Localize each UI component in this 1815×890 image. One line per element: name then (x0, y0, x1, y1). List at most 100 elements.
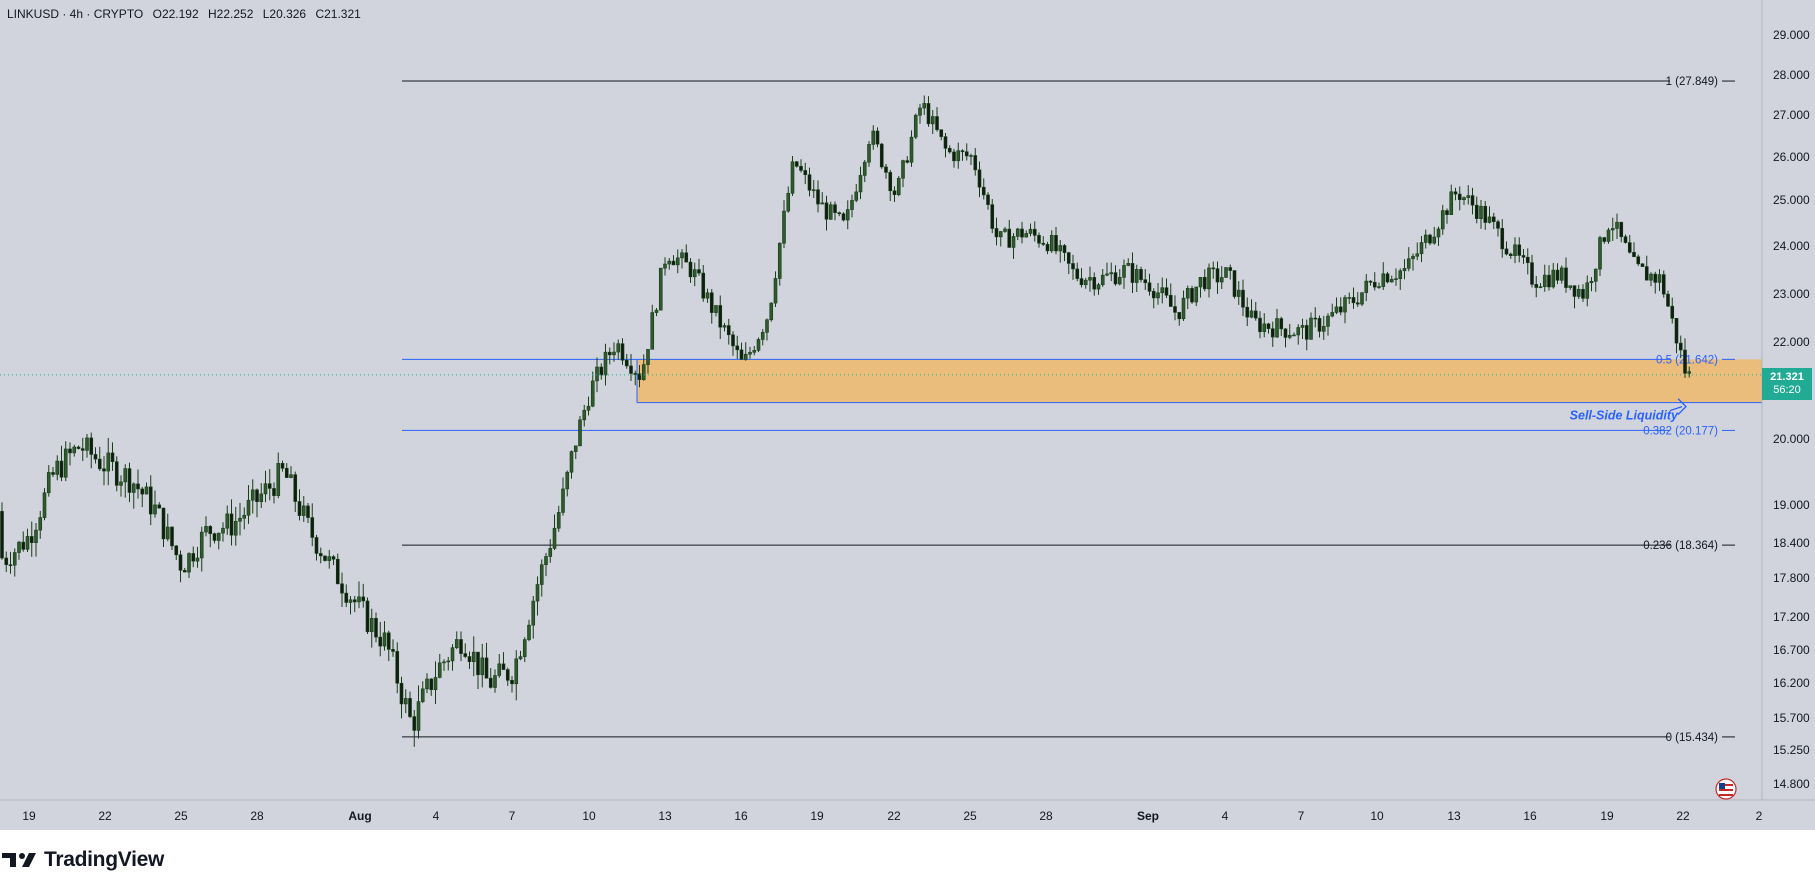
candle-body (731, 334, 735, 347)
symbol-title[interactable]: LINKUSD · 4h · CRYPTO (7, 7, 144, 21)
candle-body (1657, 274, 1662, 283)
candle-body (0, 511, 4, 559)
candle-body (620, 343, 625, 361)
candle-body (446, 660, 451, 663)
candle-body (114, 461, 119, 486)
x-tick-label: 22 (887, 809, 901, 823)
candle-body (1003, 228, 1007, 232)
candle-body (1236, 289, 1241, 297)
candle-body (144, 486, 149, 495)
candle-body (429, 678, 434, 691)
candle-body (76, 446, 81, 449)
candle-body (267, 483, 272, 489)
candle-body (170, 526, 174, 547)
candle-body (1581, 288, 1585, 299)
candle-body (1096, 284, 1101, 290)
candle-body (1364, 280, 1369, 293)
x-tick-label: 4 (433, 809, 440, 823)
candle-body (760, 331, 765, 340)
y-tick-label: 20.000 (1773, 432, 1810, 446)
candle-body (926, 103, 931, 125)
price-chart[interactable]: 1 (27.849) 0.5 (21.642) 0.382 (20.177) 0.23… (0, 0, 1815, 830)
candle-body (46, 472, 51, 494)
candle-body (344, 592, 349, 603)
candle-body (1487, 216, 1492, 223)
candle-body (782, 210, 786, 244)
candle-body (956, 150, 961, 162)
candle-body (1661, 274, 1666, 295)
candle-body (654, 309, 659, 313)
fib-level-label: 0 (15.434) (1666, 732, 1719, 744)
candle-body (327, 556, 332, 561)
current-price-label: 21.321 (1770, 371, 1804, 383)
candle-body (637, 373, 642, 380)
candle-body (862, 161, 867, 176)
candle-body (467, 656, 472, 663)
candle-body (1411, 255, 1415, 260)
candle-body (1045, 244, 1050, 252)
candle-body (293, 474, 298, 502)
y-tick-label: 15.700 (1773, 711, 1810, 725)
candle-body (799, 165, 803, 171)
y-tick-label: 23.000 (1773, 287, 1810, 301)
candle-body (1334, 306, 1339, 313)
fib-level-label: 0.236 (18.364) (1643, 540, 1718, 552)
candle-body (463, 653, 468, 657)
candle-body (93, 454, 98, 460)
candle-body (807, 174, 812, 191)
candle-body (595, 366, 599, 382)
candle-body (1283, 328, 1288, 338)
tradingview-logo[interactable]: TradingView (2, 848, 164, 871)
candle-body (225, 513, 230, 529)
candle-body (1640, 263, 1645, 267)
candle-body (603, 351, 608, 376)
candle-body (1134, 269, 1139, 283)
candle-body (1037, 235, 1041, 244)
candle-body (1504, 248, 1509, 255)
y-tick-label: 17.800 (1773, 571, 1810, 585)
candle-body (391, 649, 395, 652)
candle-body (629, 365, 633, 374)
candle-body (148, 486, 153, 515)
candle-body (1479, 205, 1483, 219)
candle-body (140, 488, 145, 495)
candle-body (378, 636, 383, 647)
candle-body (514, 658, 519, 685)
candle-body (493, 675, 497, 688)
sell-side-arrow-icon (1669, 398, 1687, 416)
x-tick-label: 16 (734, 809, 748, 823)
candle-body (340, 583, 344, 594)
ohlc-low: L20.326 (262, 7, 307, 21)
candle-body (242, 514, 247, 519)
candle-body (365, 600, 370, 633)
candle-body (739, 349, 744, 360)
candle-body (1415, 253, 1420, 257)
x-tick-label: 7 (509, 809, 516, 823)
candle-body (17, 541, 21, 553)
candle-body (1360, 292, 1364, 305)
chart-area[interactable]: 1 (27.849) 0.5 (21.642) 0.382 (20.177) 0.23… (0, 0, 1815, 830)
candle-body (748, 351, 752, 355)
candle-body (1215, 268, 1220, 283)
candle-body (382, 632, 387, 647)
candle-body (1168, 294, 1173, 307)
candle-body (1394, 278, 1398, 280)
candle-body (841, 213, 846, 221)
candle-body (259, 493, 264, 503)
candle-body (476, 651, 480, 676)
candle-body (1164, 287, 1169, 296)
candle-body (990, 204, 995, 229)
candle-body (777, 242, 782, 279)
candle-body (998, 231, 1003, 238)
x-tick-label: 19 (22, 809, 36, 823)
candle-body (816, 189, 820, 205)
candle-body (522, 639, 527, 657)
x-tick-label: 10 (582, 809, 596, 823)
candle-body (80, 448, 85, 451)
candle-body (21, 541, 26, 550)
candle-body (323, 555, 327, 561)
candle-body (1347, 297, 1352, 299)
candle-body (1530, 262, 1534, 285)
candle-body (1678, 342, 1683, 351)
candle-body (1432, 236, 1437, 244)
